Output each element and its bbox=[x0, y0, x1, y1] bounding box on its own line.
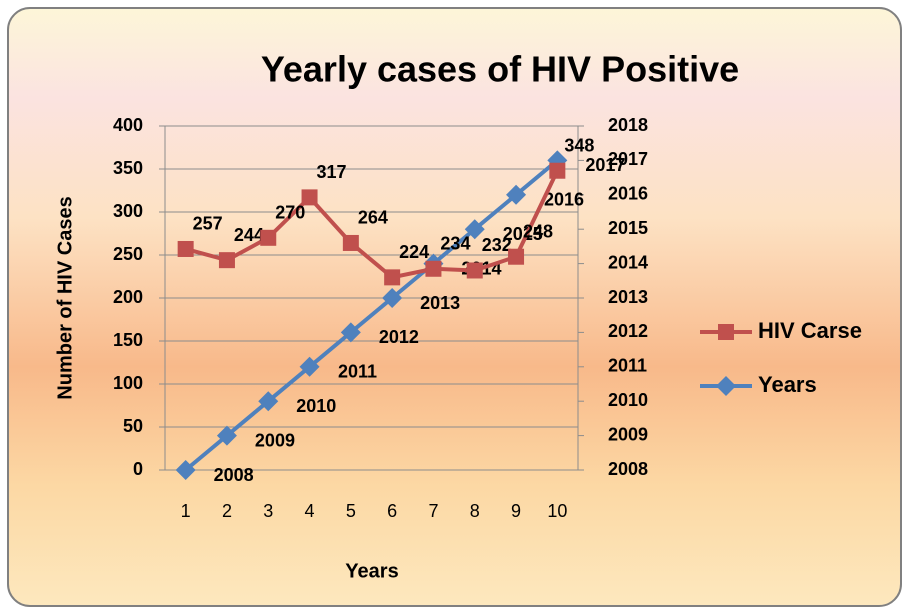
series-marker bbox=[464, 219, 485, 240]
legend-label: HIV Carse bbox=[758, 318, 862, 343]
series-marker bbox=[508, 248, 525, 265]
y2-tick-label: 2011 bbox=[608, 356, 647, 376]
y2-tick-label: 2013 bbox=[608, 287, 648, 307]
data-label: 234 bbox=[440, 234, 470, 254]
x-tick-label: 6 bbox=[387, 501, 397, 521]
data-label: 257 bbox=[193, 214, 223, 234]
data-label: 248 bbox=[523, 221, 553, 241]
data-label: 2009 bbox=[255, 430, 295, 450]
y-tick-label: 250 bbox=[113, 244, 143, 264]
y-axis-title: Number of HIV Cases bbox=[54, 196, 76, 399]
series-marker bbox=[218, 252, 235, 269]
x-tick-label: 2 bbox=[222, 501, 232, 521]
chart-background bbox=[7, 7, 902, 607]
y2-tick-label: 2017 bbox=[608, 149, 648, 169]
x-tick-label: 4 bbox=[305, 501, 315, 521]
series-marker bbox=[175, 460, 196, 480]
series-marker bbox=[177, 240, 194, 257]
data-label: 244 bbox=[234, 225, 264, 245]
data-label: 2012 bbox=[379, 327, 419, 347]
data-label: 270 bbox=[275, 203, 305, 223]
y2-tick-label: 2014 bbox=[608, 252, 648, 272]
x-tick-label: 9 bbox=[511, 501, 521, 521]
y-tick-label: 300 bbox=[113, 201, 143, 221]
y2-tick-label: 2016 bbox=[608, 184, 648, 204]
data-label: 2008 bbox=[214, 465, 254, 485]
x-axis-title: Years bbox=[345, 560, 398, 582]
series-marker bbox=[506, 184, 527, 205]
data-label: 224 bbox=[399, 242, 429, 262]
data-label: 2015 bbox=[503, 224, 543, 244]
y-tick-label: 50 bbox=[123, 416, 143, 436]
series-marker bbox=[258, 391, 279, 412]
series-line bbox=[184, 158, 559, 472]
y-tick-label: 400 bbox=[113, 115, 143, 135]
series-marker bbox=[549, 162, 566, 179]
x-tick-label: 1 bbox=[181, 501, 191, 521]
legend-label: Years bbox=[758, 372, 817, 397]
series-marker bbox=[384, 269, 401, 286]
series-marker bbox=[299, 356, 320, 377]
x-tick-label: 3 bbox=[263, 501, 273, 521]
y-tick-label: 100 bbox=[113, 373, 143, 393]
y-tick-label: 150 bbox=[113, 330, 143, 350]
data-label: 2016 bbox=[544, 190, 584, 210]
y2-tick-label: 2009 bbox=[608, 424, 648, 444]
legend-marker bbox=[718, 324, 734, 340]
data-label: 2011 bbox=[338, 362, 377, 382]
y2-tick-label: 2012 bbox=[608, 321, 648, 341]
y2-tick-label: 2008 bbox=[608, 459, 648, 479]
x-tick-label: 8 bbox=[470, 501, 480, 521]
data-label: 2013 bbox=[420, 293, 460, 313]
y2-tick-label: 2018 bbox=[608, 115, 648, 135]
x-tick-label: 7 bbox=[428, 501, 438, 521]
y-tick-label: 0 bbox=[133, 459, 143, 479]
series-marker bbox=[301, 189, 318, 206]
data-label: 264 bbox=[358, 208, 388, 228]
series-marker bbox=[466, 262, 483, 279]
y-tick-label: 350 bbox=[113, 158, 143, 178]
chart-title: Yearly cases of HIV Positive bbox=[261, 49, 739, 90]
data-label: 348 bbox=[564, 135, 594, 155]
y2-tick-label: 2015 bbox=[608, 218, 648, 238]
data-label: 2010 bbox=[296, 396, 336, 416]
series-marker bbox=[216, 425, 237, 446]
series-marker bbox=[340, 322, 361, 343]
series-line bbox=[185, 169, 560, 280]
x-tick-label: 10 bbox=[547, 501, 567, 521]
series-marker bbox=[260, 229, 277, 246]
data-label: 2017 bbox=[585, 155, 625, 175]
y-tick-label: 200 bbox=[113, 287, 143, 307]
data-label: 232 bbox=[482, 235, 512, 255]
series-marker bbox=[425, 260, 442, 277]
data-label: 317 bbox=[317, 162, 347, 182]
legend-marker bbox=[716, 376, 736, 396]
y2-tick-label: 2010 bbox=[608, 390, 648, 410]
series-marker bbox=[382, 288, 403, 308]
series-marker bbox=[342, 234, 359, 251]
x-tick-label: 5 bbox=[346, 501, 356, 521]
